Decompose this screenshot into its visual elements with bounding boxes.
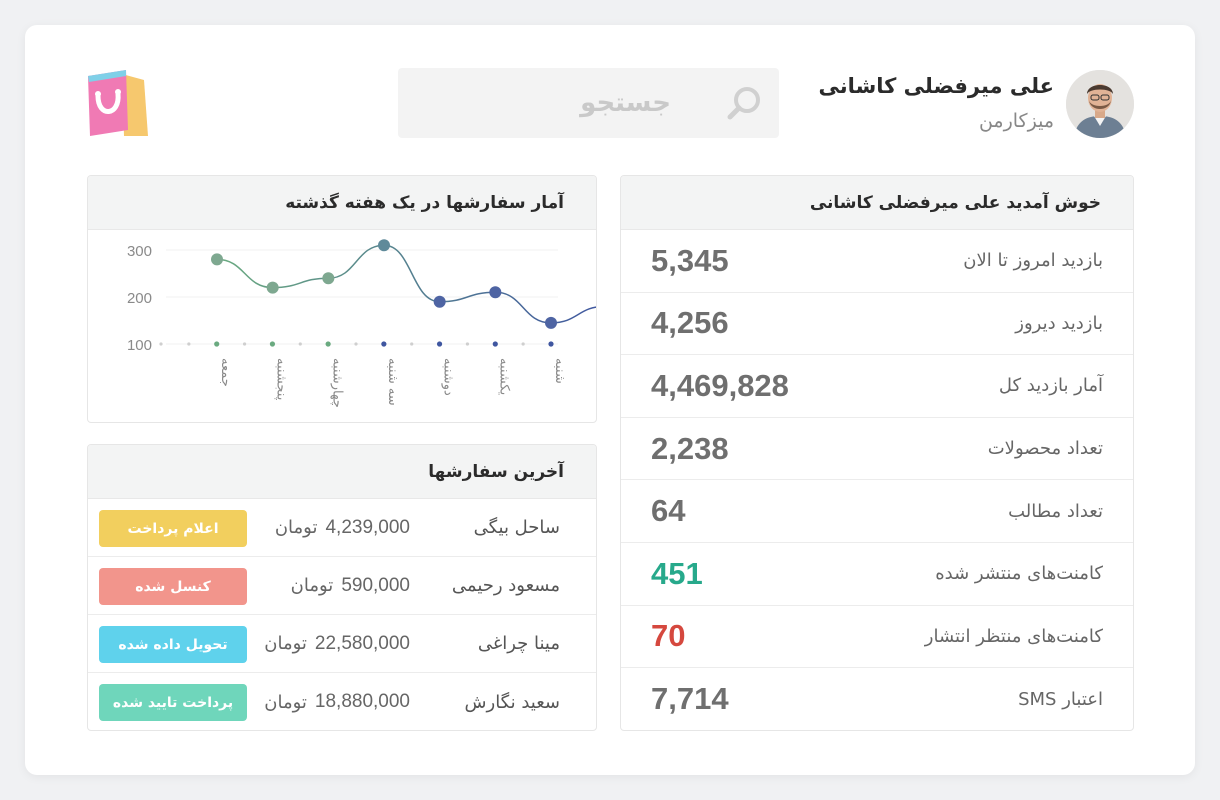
search-icon[interactable] (726, 84, 764, 122)
avatar[interactable] (1066, 70, 1134, 138)
orders-line-chart: 100 200 300 شنبه یکشنبه دوشنبه سه شنبه چهارشنبه… (127, 239, 596, 408)
user-role[interactable]: میزکارمن (978, 110, 1054, 132)
baseline-dot (269, 341, 276, 347)
status-badge[interactable]: اعلام پرداخت (99, 510, 247, 547)
stat-row: اعتبار SMS 7,714 (621, 668, 1133, 730)
baseline-dot (381, 341, 387, 347)
status-badge[interactable]: پرداخت تایید شده (99, 684, 247, 721)
x-tick-label: دوشنبه (441, 358, 456, 396)
baseline-dot (325, 341, 331, 347)
status-badge[interactable]: تحویل داده شده (99, 626, 247, 663)
baseline-dot (465, 342, 470, 346)
search-input[interactable] (398, 68, 779, 138)
stat-label: آمار بازدید کل (998, 375, 1103, 397)
table-row[interactable]: مینا چراغی 22,580,000 تومان تحویل داده شده (88, 615, 596, 673)
user-name: علی میرفضلی کاشانی (818, 74, 1054, 98)
order-price: 18,880,000 تومان (264, 673, 410, 730)
stat-row: تعداد مطالب 64 (621, 480, 1133, 543)
order-price: 22,580,000 تومان (264, 615, 410, 672)
status-badge[interactable]: کنسل شده (99, 568, 247, 605)
stat-value: 2,238 (651, 430, 729, 466)
price-value: 18,880,000 (314, 691, 410, 712)
table-row[interactable]: سعید نگارش 18,880,000 تومان پرداخت تایید شد… (88, 673, 596, 730)
x-tick-label: یکشنبه (496, 358, 511, 396)
stat-value: 4,256 (651, 305, 729, 341)
data-point[interactable] (211, 253, 223, 266)
table-row[interactable]: مسعود رحیمی 590,000 تومان کنسل شده (88, 557, 596, 615)
x-tick-label: چهارشنبه (329, 358, 344, 408)
baseline-dot (242, 342, 247, 346)
orders-title: آخرین سفارشها (88, 445, 596, 499)
baseline-dot (187, 342, 191, 346)
order-price: 4,239,000 تومان (275, 499, 410, 556)
stat-label: اعتبار SMS (1018, 688, 1103, 710)
price-value: 590,000 (341, 574, 410, 596)
x-tick-label: سه شنبه (385, 358, 400, 406)
data-point[interactable] (378, 239, 390, 252)
price-value: 4,239,000 (325, 516, 410, 538)
x-tick-label: شنبه (552, 358, 567, 384)
data-point[interactable] (266, 281, 279, 294)
data-point[interactable] (433, 295, 446, 308)
stat-value: 7,714 (651, 681, 729, 717)
y-tick-label: 200 (127, 290, 152, 307)
customer-name: مینا چراغی (477, 633, 560, 654)
orders-chart-panel: آمار سفارشها در یک هفته گذشته 100 200 300 ش… (87, 175, 597, 423)
y-tick-label: 100 (127, 337, 152, 354)
baseline-dot (410, 342, 414, 346)
stat-value: 70 (651, 618, 686, 654)
stat-row: بازدید امروز تا الان 5,345 (621, 230, 1133, 293)
x-tick-label: پنجشنبه (274, 358, 289, 401)
stat-row: آمار بازدید کل 4,469,828 (621, 355, 1133, 418)
stat-value: 5,345 (651, 242, 729, 278)
customer-name: سعید نگارش (464, 691, 560, 713)
stat-label: کامنت‌های منتظر انتشار (924, 625, 1103, 647)
y-tick-label: 300 (127, 243, 152, 260)
stat-label: کامنت‌های منتشر شده (935, 563, 1103, 585)
stat-value: 451 (651, 555, 703, 591)
currency-label: تومان (264, 633, 307, 654)
currency-label: تومان (290, 575, 334, 596)
stat-label: بازدید دیروز (1015, 312, 1103, 334)
baseline-dot (214, 341, 220, 347)
table-row[interactable]: ساحل بیگی 4,239,000 تومان اعلام پرداخت (88, 499, 596, 557)
stat-value: 4,469,828 (651, 367, 789, 403)
price-value: 22,580,000 (314, 632, 410, 654)
x-tick-label: جمعه (218, 358, 233, 387)
baseline-dot (354, 342, 358, 346)
currency-label: تومان (274, 517, 318, 538)
stat-row: کامنت‌های منتشر شده 451 (621, 543, 1133, 606)
shopping-bag-icon (88, 70, 148, 136)
stats-panel: خوش آمدید علی میرفضلی کاشانی بازدید امرو… (620, 175, 1134, 731)
stat-label: تعداد محصولات (987, 438, 1103, 460)
stat-row: بازدید دیروز 4,256 (621, 293, 1133, 356)
stats-title: خوش آمدید علی میرفضلی کاشانی (621, 176, 1133, 230)
baseline-dot (521, 342, 525, 346)
baseline-dot (159, 342, 163, 346)
order-price: 590,000 تومان (291, 557, 410, 614)
customer-name: ساحل بیگی (473, 517, 560, 538)
baseline-dot (492, 341, 498, 347)
data-point[interactable] (489, 286, 502, 299)
baseline-dot (548, 341, 554, 347)
stat-value: 64 (651, 493, 686, 529)
data-point[interactable] (322, 272, 335, 285)
data-point[interactable] (545, 316, 557, 329)
recent-orders-panel: آخرین سفارشها ساحل بیگی 4,239,000 تومان اعل… (87, 444, 597, 731)
stat-label: بازدید امروز تا الان (963, 250, 1103, 272)
baseline-dot (298, 342, 302, 346)
stat-label: تعداد مطالب (1008, 500, 1103, 522)
stat-row: کامنت‌های منتظر انتشار 70 (621, 606, 1133, 669)
customer-name: مسعود رحیمی (451, 575, 560, 596)
chart-title: آمار سفارشها در یک هفته گذشته (88, 176, 596, 230)
baseline-dot (436, 341, 443, 347)
currency-label: تومان (264, 691, 307, 713)
stat-row: تعداد محصولات 2,238 (621, 418, 1133, 481)
